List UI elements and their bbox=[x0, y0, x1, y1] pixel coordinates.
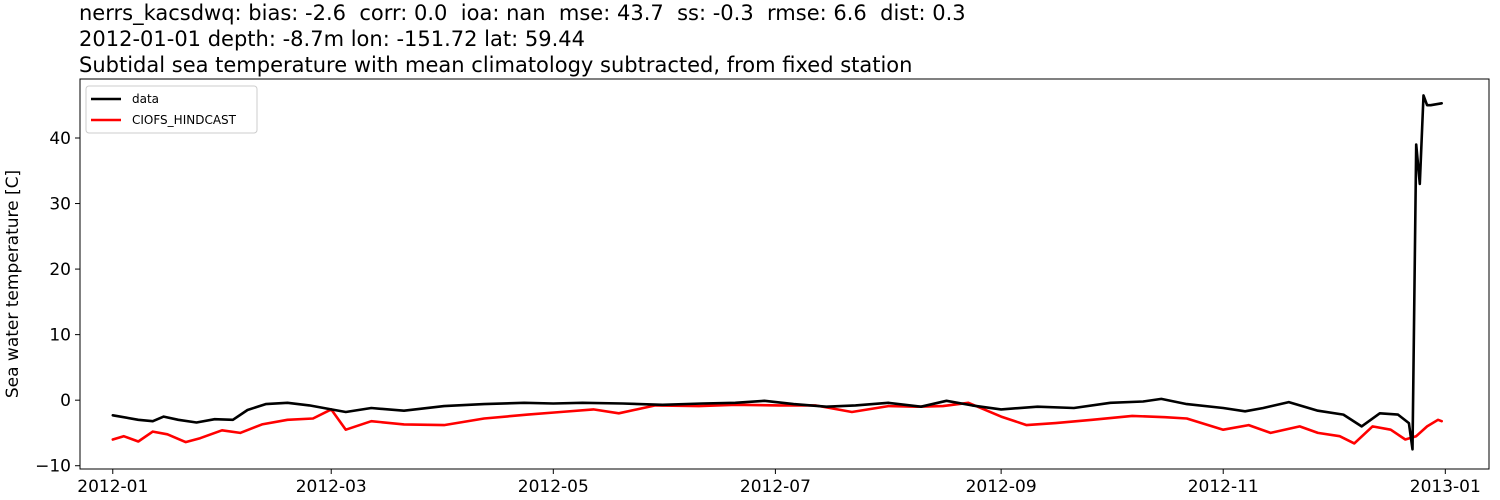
x-tick-label: 2012-03 bbox=[296, 477, 367, 497]
series-lines bbox=[111, 94, 1443, 451]
y-tick-label: 0 bbox=[60, 391, 71, 411]
legend-label: CIOFS_HINDCAST bbox=[132, 113, 237, 127]
x-tick-label: 2012-01 bbox=[77, 477, 148, 497]
y-tick-label: 20 bbox=[49, 260, 71, 280]
chart-subtitle-location: 2012-01-01 depth: -8.7m lon: -151.72 lat… bbox=[79, 27, 585, 51]
chart-subtitle-description: Subtidal sea temperature with mean clima… bbox=[79, 53, 913, 77]
y-axis: −10 0 10 20 30 40 bbox=[35, 129, 80, 477]
x-tick-label: 2012-07 bbox=[740, 477, 811, 497]
plot-frame bbox=[79, 78, 1490, 470]
chart-title-block: nerrs_kacsdwq: bias: -2.6 corr: 0.0 ioa:… bbox=[79, 0, 966, 78]
x-tick-label: 2013-01 bbox=[1410, 477, 1481, 497]
y-tick-label: 40 bbox=[49, 129, 71, 149]
y-axis-label: Sea water temperature [C] bbox=[3, 170, 23, 398]
legend: data CIOFS_HINDCAST bbox=[85, 85, 258, 134]
y-tick-label: −10 bbox=[35, 457, 71, 477]
x-axis: 2012-01 2012-03 2012-05 2012-07 2012-09 2012-… bbox=[77, 469, 1481, 497]
x-tick-label: 2012-11 bbox=[1188, 477, 1259, 497]
legend-label: data bbox=[132, 92, 159, 106]
x-tick-label: 2012-09 bbox=[966, 477, 1037, 497]
y-tick-label: 30 bbox=[49, 195, 71, 215]
y-tick-label: 10 bbox=[49, 326, 71, 346]
x-tick-label: 2012-05 bbox=[518, 477, 589, 497]
chart-title: nerrs_kacsdwq: bias: -2.6 corr: 0.0 ioa:… bbox=[79, 1, 966, 25]
plot-area bbox=[79, 78, 1490, 470]
series-line-data bbox=[111, 94, 1443, 451]
legend-box bbox=[85, 85, 258, 134]
series-line-ciofs-hindcast bbox=[111, 401, 1443, 445]
